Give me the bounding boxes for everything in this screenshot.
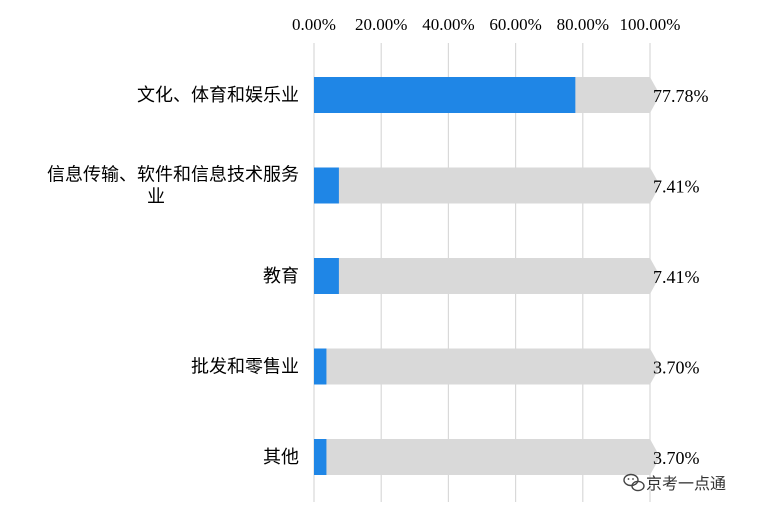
category-label-line: 信息传输、软件和信息技术服务 [47, 165, 299, 186]
x-tick-label: 40.00% [422, 15, 474, 34]
x-axis-ticks: 0.00% 20.00% 40.00% 60.00% 80.00% 100.00% [292, 15, 680, 34]
category-label-line: 教育 [263, 266, 299, 287]
bar [314, 77, 576, 113]
category-label-line: 业 [147, 187, 165, 208]
bar [314, 439, 327, 475]
data-label: 3.70% [653, 448, 700, 468]
value-labels: 77.78% 7.41% 7.41% 3.70% 3.70% [653, 86, 709, 468]
bar [314, 167, 339, 204]
bar [314, 258, 339, 294]
x-tick-label: 80.00% [557, 15, 609, 34]
data-label: 77.78% [653, 86, 709, 106]
category-label-line: 其他 [263, 447, 299, 468]
data-label: 3.70% [653, 358, 700, 378]
category-label: 教育 [263, 266, 299, 287]
bar [314, 348, 327, 385]
x-tick-label: 100.00% [620, 15, 681, 34]
category-label: 文化、体育和娱乐业 [137, 85, 299, 106]
data-label: 7.41% [653, 177, 700, 197]
background-bar [314, 439, 660, 475]
background-bar [314, 167, 660, 204]
category-label: 其他 [263, 447, 299, 468]
wechat-icon [623, 473, 645, 492]
category-label: 批发和零售业 [191, 357, 299, 378]
watermark: 京考一点通 [623, 473, 726, 493]
x-tick-label: 0.00% [292, 15, 336, 34]
data-label: 7.41% [653, 267, 700, 287]
x-tick-label: 60.00% [489, 15, 541, 34]
category-label-line: 文化、体育和娱乐业 [137, 85, 299, 106]
watermark-text: 京考一点通 [646, 474, 726, 493]
category-label-line: 批发和零售业 [191, 357, 299, 378]
x-tick-label: 20.00% [355, 15, 407, 34]
bars [314, 77, 660, 475]
background-bar [314, 258, 660, 294]
background-bar [314, 348, 660, 385]
